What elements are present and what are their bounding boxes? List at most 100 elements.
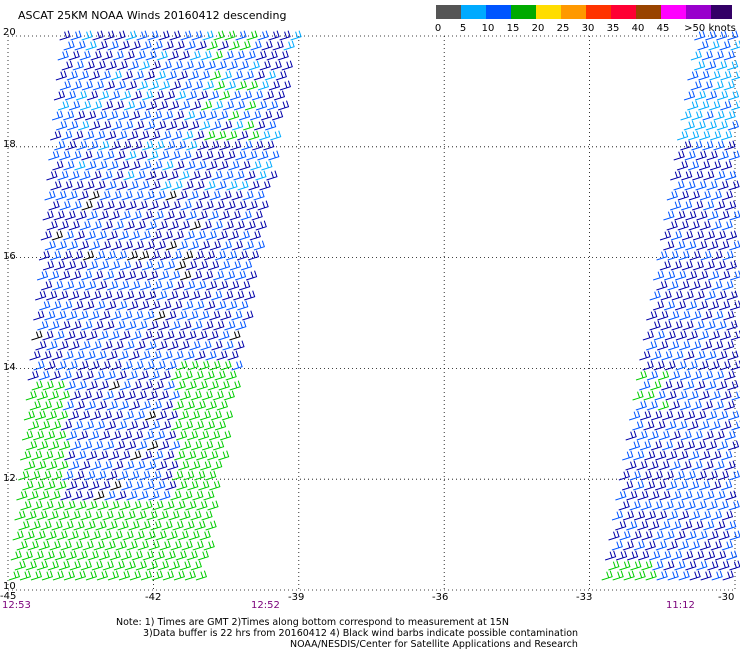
wind-barb — [64, 330, 76, 341]
legend-swatch-11 — [711, 5, 732, 19]
wind-barb — [16, 490, 28, 501]
wind-barb — [108, 330, 120, 341]
wind-barb — [720, 480, 733, 491]
wind-barb — [86, 450, 98, 461]
wind-barb — [239, 280, 251, 291]
wind-barb — [729, 300, 740, 311]
wind-barb — [167, 50, 179, 61]
wind-barb — [262, 90, 275, 101]
wind-barb — [170, 370, 182, 381]
wind-barb — [715, 320, 727, 331]
wind-barb — [174, 500, 186, 511]
wind-barb — [182, 130, 194, 141]
wind-barb — [731, 390, 740, 401]
wind-barb — [685, 560, 697, 571]
wind-barb — [636, 430, 648, 441]
wind-barb — [116, 130, 128, 141]
wind-barb — [695, 410, 707, 421]
wind-barb — [77, 360, 89, 371]
wind-barb — [201, 440, 214, 451]
wind-barb — [55, 360, 67, 371]
wind-barb — [136, 150, 148, 161]
wind-barb — [140, 280, 152, 291]
wind-barb — [164, 550, 176, 561]
wind-barb — [93, 490, 105, 501]
wind-barb — [612, 570, 624, 581]
wind-barb — [194, 350, 206, 361]
wind-barb — [676, 420, 688, 431]
wind-barb — [67, 530, 79, 541]
wind-barb — [727, 350, 739, 361]
wind-barb — [42, 330, 54, 341]
wind-barb — [167, 340, 179, 351]
wind-barb — [198, 360, 210, 371]
wind-barb — [169, 200, 181, 211]
wind-barb — [213, 80, 226, 91]
wind-barb — [700, 280, 712, 291]
wind-barb — [138, 180, 150, 191]
wind-barb — [711, 280, 723, 291]
wind-barb — [177, 530, 189, 541]
wind-barb — [155, 410, 168, 421]
wind-barb — [661, 350, 673, 361]
wind-barb — [73, 400, 85, 411]
wind-barb — [137, 540, 149, 551]
wind-barb — [692, 170, 704, 181]
wind-barb — [212, 440, 225, 451]
wind-barb — [132, 190, 144, 201]
wind-barb — [95, 110, 108, 121]
wind-barb — [223, 390, 235, 401]
wind-barb — [216, 350, 228, 361]
wind-barb — [80, 510, 92, 521]
wind-barb — [192, 540, 204, 551]
wind-barb — [85, 40, 97, 51]
wind-barb — [74, 160, 86, 171]
wind-barb — [222, 170, 234, 181]
wind-barb — [640, 410, 652, 421]
wind-barb — [68, 50, 80, 61]
wind-barb — [185, 450, 197, 461]
wind-barb — [716, 90, 729, 101]
wind-barb — [630, 530, 642, 541]
wind-barb — [64, 380, 76, 391]
wind-barb — [202, 150, 214, 161]
wind-barb — [146, 560, 158, 571]
wind-barb — [725, 230, 738, 241]
wind-barb — [675, 270, 687, 281]
wind-barb — [659, 260, 671, 271]
wind-barb — [159, 370, 171, 381]
wind-barb — [233, 340, 245, 351]
wind-barb — [187, 190, 199, 201]
wind-barb — [56, 530, 68, 541]
wind-barb — [34, 530, 46, 541]
wind-barb — [74, 40, 86, 51]
wind-barb — [137, 250, 150, 261]
wind-barb — [194, 520, 206, 531]
wind-barb — [652, 300, 665, 311]
wind-barb — [724, 460, 736, 471]
wind-barb — [695, 470, 707, 481]
wind-barb — [103, 320, 115, 331]
wind-barb — [666, 510, 679, 521]
wind-barb — [170, 490, 182, 501]
wind-barb — [615, 550, 628, 561]
wind-barb — [176, 360, 188, 371]
wind-barb — [199, 120, 211, 131]
wind-barb — [197, 430, 210, 441]
wind-barb — [167, 100, 180, 111]
wind-barb — [97, 450, 109, 461]
wind-barb — [106, 110, 119, 121]
wind-barb — [225, 250, 238, 261]
wind-barb — [701, 370, 714, 381]
wind-barb — [91, 510, 103, 521]
wind-barb — [119, 210, 131, 221]
wind-barb — [90, 460, 102, 471]
wind-barb — [238, 110, 251, 121]
wind-barb — [46, 220, 58, 231]
wind-barb — [164, 430, 177, 441]
wind-barb — [722, 250, 734, 261]
wind-barb — [681, 520, 693, 531]
wind-barb — [174, 450, 186, 461]
wind-barb — [219, 430, 232, 441]
wind-barb — [67, 120, 79, 131]
